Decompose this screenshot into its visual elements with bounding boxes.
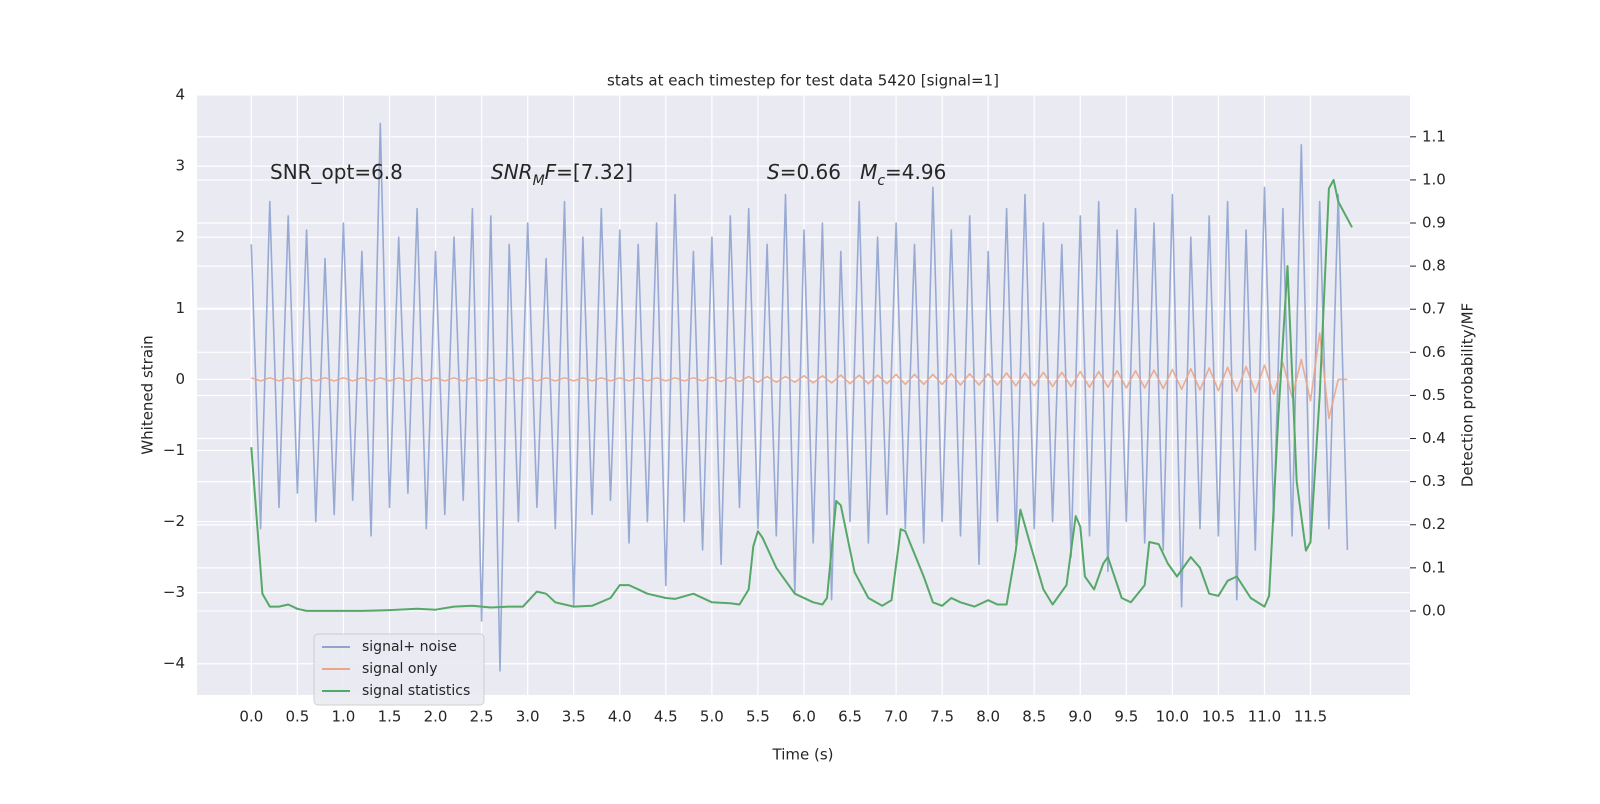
annotation-part: S xyxy=(767,160,780,184)
x-tick-label: 1.5 xyxy=(378,708,402,726)
annotation-part: M xyxy=(860,160,877,184)
series-line xyxy=(250,178,1353,612)
annotation-part: M xyxy=(533,173,545,189)
y2-tick-label: 0.9 xyxy=(1422,214,1446,232)
y2-tick-label: 0.4 xyxy=(1422,429,1446,447)
y2-axis-label: Detection probability/MF xyxy=(1459,303,1477,487)
annotation-part: =[7.32] xyxy=(556,160,633,184)
x-tick-label: 11.0 xyxy=(1248,708,1281,726)
y2-tick-label: 0.0 xyxy=(1422,601,1446,619)
x-tick-label: 10.0 xyxy=(1156,708,1189,726)
legend-label: signal only xyxy=(362,661,437,677)
x-tick-label: 8.0 xyxy=(976,708,1000,726)
y-tick-label: 1 xyxy=(175,299,185,317)
annotation: S=0.66 Mc=4.96 xyxy=(767,160,946,190)
x-tick-label: 9.5 xyxy=(1114,708,1138,726)
annotation-part: SNR_opt=6.8 xyxy=(270,160,403,184)
annotation-part: c xyxy=(877,173,885,189)
x-tick-label: 1.0 xyxy=(332,708,356,726)
x-tick-label: 11.5 xyxy=(1294,708,1327,726)
y-tick-label: 2 xyxy=(175,228,185,246)
x-tick-label: 6.5 xyxy=(838,708,862,726)
series-line xyxy=(250,122,1349,672)
x-tick-label: 10.5 xyxy=(1202,708,1235,726)
x-tick-label: 7.0 xyxy=(884,708,908,726)
y-tick-label: −3 xyxy=(163,583,185,601)
chart-title: stats at each timestep for test data 542… xyxy=(607,72,999,90)
x-tick-label: 3.0 xyxy=(516,708,540,726)
y-tick-label: −2 xyxy=(163,512,185,530)
x-tick-label: 4.5 xyxy=(654,708,678,726)
y2-tick-label: 0.3 xyxy=(1422,472,1446,490)
legend-label: signal+ noise xyxy=(362,639,457,655)
y2-tick-label: 1.1 xyxy=(1422,127,1446,145)
y2-tick-label: 0.2 xyxy=(1422,515,1446,533)
annotation-part: F xyxy=(545,160,557,184)
y-axis-label: Whitened strain xyxy=(139,335,157,454)
y2-tick-label: 0.6 xyxy=(1422,343,1446,361)
series-line xyxy=(251,332,1348,420)
y2-tick-label: 0.5 xyxy=(1422,386,1446,404)
x-tick-label: 2.0 xyxy=(424,708,448,726)
x-tick-label: 8.5 xyxy=(1022,708,1046,726)
x-tick-label: 9.0 xyxy=(1068,708,1092,726)
y2-tick-label: 0.8 xyxy=(1422,257,1446,275)
y-tick-label: −4 xyxy=(163,654,185,672)
legend-label: signal statistics xyxy=(362,683,470,699)
y2-tick-label: 0.7 xyxy=(1422,300,1446,318)
annotation: SNRMF=[7.32] xyxy=(491,160,633,190)
y-tick-label: −1 xyxy=(163,441,185,459)
y-tick-label: 0 xyxy=(175,370,185,388)
x-tick-label: 4.0 xyxy=(608,708,632,726)
y-tick-label: 4 xyxy=(175,86,185,104)
x-tick-label: 0.0 xyxy=(239,708,263,726)
legend-box xyxy=(313,633,485,706)
x-tick-label: 3.5 xyxy=(562,708,586,726)
annotation-part: =4.96 xyxy=(885,160,946,184)
legend: signal+ noise signal only signal statistic… xyxy=(313,633,485,706)
x-tick-label: 7.5 xyxy=(930,708,954,726)
x-tick-label: 0.5 xyxy=(285,708,309,726)
y2-tick-label: 0.1 xyxy=(1422,558,1446,576)
x-tick-label: 2.5 xyxy=(470,708,494,726)
x-tick-label: 5.5 xyxy=(746,708,770,726)
x-axis-label: Time (s) xyxy=(772,746,834,764)
annotation: SNR_opt=6.8 xyxy=(270,160,403,184)
annotation-part: =0.66 xyxy=(780,160,860,184)
x-tick-label: 5.0 xyxy=(700,708,724,726)
x-tick-label: 6.0 xyxy=(792,708,816,726)
annotation-part: SNR xyxy=(491,160,533,184)
y2-tick-label: 1.0 xyxy=(1422,170,1446,188)
y-tick-label: 3 xyxy=(175,157,185,175)
